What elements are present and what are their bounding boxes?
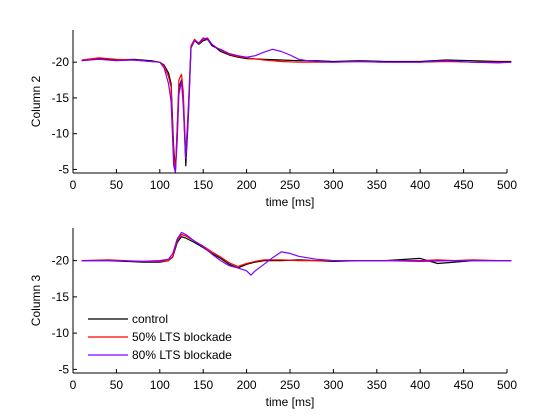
y-axis-label: Column 2 (29, 75, 43, 127)
x-tick-label: 450 (454, 378, 474, 392)
x-tick-label: 200 (237, 178, 257, 192)
x-tick-label: 200 (237, 378, 257, 392)
series-line-0 (81, 38, 512, 172)
x-axis-label: time [ms] (266, 395, 315, 409)
x-axis-label: time [ms] (266, 195, 315, 209)
y-tick-label: -20 (52, 55, 70, 69)
x-tick-label: 50 (110, 178, 124, 192)
x-tick-label: 400 (410, 178, 430, 192)
plot-area (73, 228, 507, 373)
series-line-2 (81, 231, 512, 276)
plot-area (73, 30, 507, 173)
x-tick-label: 300 (323, 178, 343, 192)
bottom-plot: 0 50 100 150 200 250 300 350 400 450 500 -20 -15 -10 -… (29, 228, 517, 409)
x-tick-label: 100 (150, 178, 170, 192)
y-tick-label: -20 (52, 254, 70, 268)
x-tick-label: 350 (367, 378, 387, 392)
x-tick-label: 450 (454, 178, 474, 192)
x-tick-label: 150 (193, 378, 213, 392)
x-tick-label: 0 (70, 378, 77, 392)
x-tick-label: 500 (497, 178, 517, 192)
x-tick-label: 150 (193, 178, 213, 192)
x-tick-label: 350 (367, 178, 387, 192)
legend-label-1: 50% LTS blockade (132, 330, 232, 344)
series-line-2 (81, 37, 512, 173)
series-line-1 (81, 233, 512, 267)
y-axis-label: Column 3 (29, 274, 43, 326)
x-tick-label: 300 (323, 378, 343, 392)
y-tick-label: -15 (52, 91, 70, 105)
x-tick-label: 500 (497, 378, 517, 392)
x-tick-label: 250 (280, 178, 300, 192)
top-plot: 0 50 100 150 200 250 300 350 400 450 500 -20 -15 -10 -… (29, 30, 517, 209)
legend: control 50% LTS blockade 80% LTS blockade (88, 312, 232, 362)
y-tick-label: -10 (52, 127, 70, 141)
x-tick-label: 0 (70, 178, 77, 192)
x-tick-label: 250 (280, 378, 300, 392)
x-tick-label: 100 (150, 378, 170, 392)
y-tick-label: -10 (52, 326, 70, 340)
legend-label-0: control (132, 312, 168, 326)
x-tick-label: 400 (410, 378, 430, 392)
y-tick-label: -5 (58, 362, 69, 376)
y-tick-label: -15 (52, 290, 70, 304)
y-tick-label: -5 (58, 162, 69, 176)
x-tick-label: 50 (110, 378, 124, 392)
legend-label-2: 80% LTS blockade (132, 348, 232, 362)
